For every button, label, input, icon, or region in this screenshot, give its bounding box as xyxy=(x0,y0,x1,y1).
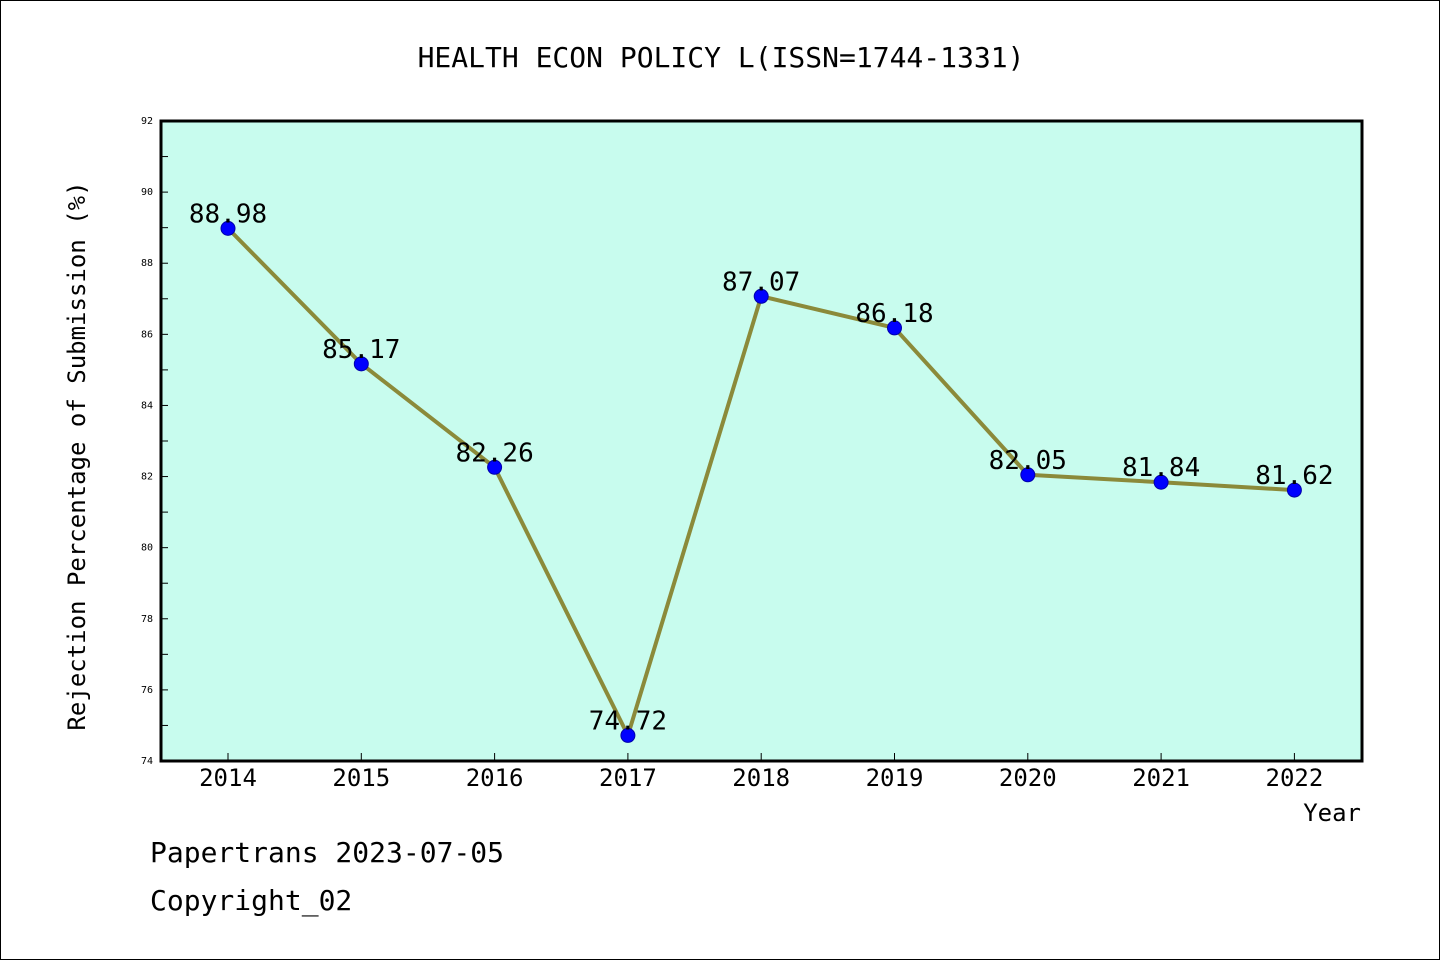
data-label: 81.84 xyxy=(1122,453,1200,483)
y-tick-label: 78 xyxy=(141,614,153,625)
x-tick-label: 2017 xyxy=(599,764,657,792)
data-label: 88.98 xyxy=(189,199,267,229)
data-point-marker xyxy=(487,459,503,475)
data-point-marker xyxy=(1286,482,1302,498)
y-tick-label: 76 xyxy=(141,685,153,696)
data-label: 82.05 xyxy=(989,446,1067,476)
y-tick-label: 80 xyxy=(141,543,153,554)
data-label: 86.18 xyxy=(855,299,933,329)
y-tick-label: 92 xyxy=(141,116,153,127)
x-tick-label: 2022 xyxy=(1266,764,1324,792)
x-tick-label: 2021 xyxy=(1132,764,1190,792)
x-tick-label: 2016 xyxy=(466,764,524,792)
data-label: 87.07 xyxy=(722,267,800,297)
y-tick-label: 84 xyxy=(141,400,153,411)
footer-date-text: Papertrans 2023-07-05 xyxy=(150,836,505,869)
y-tick-label: 86 xyxy=(141,329,153,340)
data-label: 81.62 xyxy=(1255,461,1333,491)
data-point-marker xyxy=(1153,474,1169,490)
x-tick-label: 2015 xyxy=(332,764,390,792)
footer-copyright-text: Copyright_02 xyxy=(150,884,353,917)
data-label: 85.17 xyxy=(322,335,400,365)
y-tick-label: 82 xyxy=(141,472,153,483)
x-tick-label: 2014 xyxy=(199,764,257,792)
y-axis-label: Rejection Percentage of Submission (%) xyxy=(63,181,91,730)
data-point-marker xyxy=(620,727,636,743)
plot-border xyxy=(159,119,1364,763)
data-point-marker xyxy=(353,356,369,372)
data-point-marker xyxy=(220,220,236,236)
y-tick-label: 90 xyxy=(141,187,153,198)
y-tick-label: 88 xyxy=(141,258,153,269)
chart-title: HEALTH ECON POLICY L(ISSN=1744-1331) xyxy=(418,41,1025,74)
data-point-marker xyxy=(753,288,769,304)
data-label: 74.72 xyxy=(589,706,667,736)
data-point-marker xyxy=(887,320,902,336)
y-tick-label: 74 xyxy=(141,756,153,767)
x-axis: 2014 2015 2016 2017 2018 2019 2020 2021 2022 xyxy=(199,753,1323,792)
data-label: 82.26 xyxy=(455,438,533,468)
plot-area xyxy=(161,121,1362,761)
x-tick-label: 2018 xyxy=(732,764,790,792)
x-tick-label: 2019 xyxy=(866,764,924,792)
x-axis-label: Year xyxy=(1303,799,1361,827)
series-group: 88.98 85.17 82.26 74.72 87.07 86.18 82.05 81.84… xyxy=(189,199,1334,743)
x-tick-label: 2020 xyxy=(999,764,1057,792)
data-point-marker xyxy=(1020,467,1036,483)
